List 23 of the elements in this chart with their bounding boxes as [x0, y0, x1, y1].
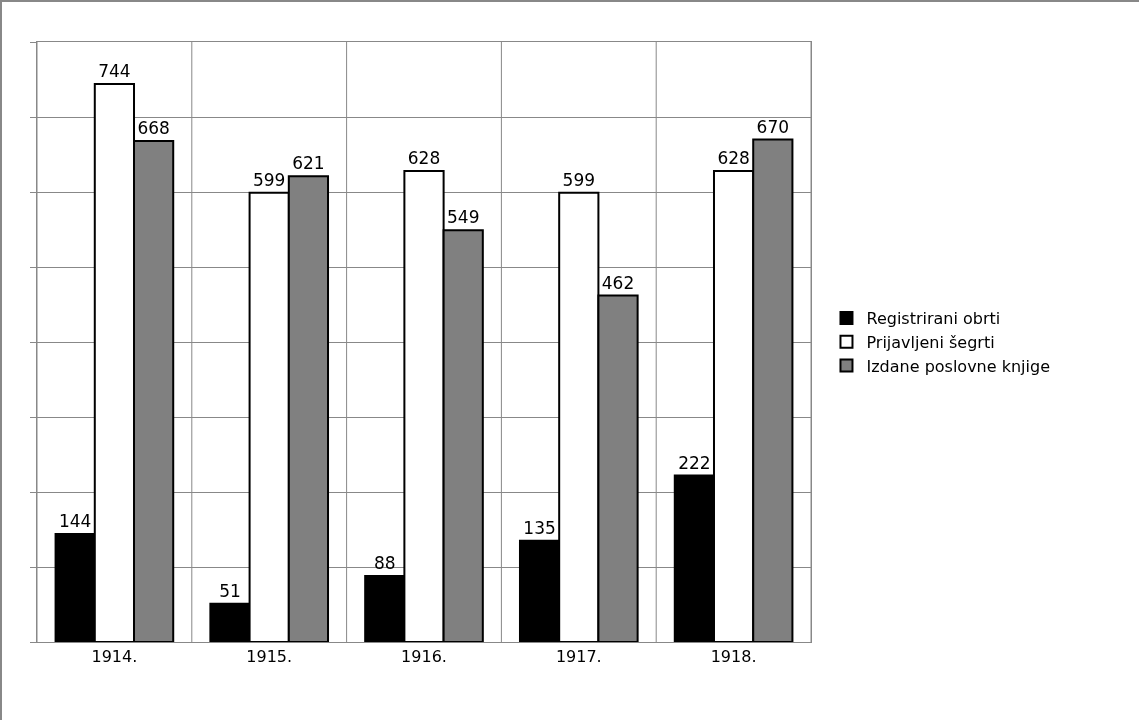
data-label: 549 — [446, 207, 480, 228]
x-tick-label: 1914. — [91, 647, 138, 667]
data-label: 51 — [219, 580, 241, 601]
data-label: 670 — [756, 116, 790, 137]
data-label: 144 — [58, 511, 92, 531]
data-label: 621 — [292, 153, 325, 174]
data-label: 599 — [252, 169, 286, 190]
legend-label: Izdane poslovne knjige — [866, 356, 1050, 376]
data-label: 462 — [601, 272, 635, 293]
data-label: 628 — [407, 148, 441, 168]
data-label: 88 — [373, 553, 396, 573]
data-label: 135 — [523, 517, 556, 538]
x-tick-label: 1917. — [555, 647, 602, 667]
data-label: 628 — [717, 148, 750, 168]
legend-label: Prijavljeni šegrti — [866, 332, 995, 352]
legend-label: Registrirani obrti — [866, 309, 1001, 329]
x-tick-label: 1916. — [401, 647, 447, 667]
data-label: 599 — [562, 169, 596, 190]
x-tick-label: 1918. — [710, 647, 757, 667]
data-label: 744 — [98, 61, 131, 81]
x-tick-label: 1915. — [246, 647, 293, 667]
data-label: 668 — [137, 118, 170, 138]
data-label: 222 — [678, 452, 711, 473]
